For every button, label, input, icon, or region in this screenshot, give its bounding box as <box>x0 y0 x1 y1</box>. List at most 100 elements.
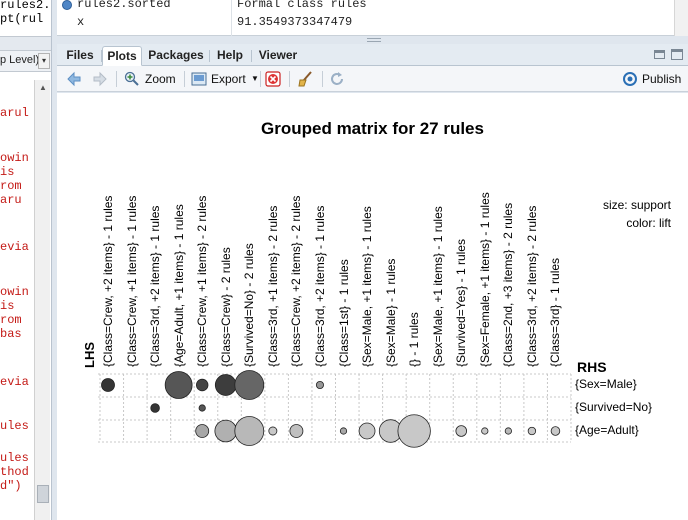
lhs-label: {Class=3rd, +2 items} - 1 rules <box>148 205 163 367</box>
rhs-label: {Sex=Male} <box>575 377 637 391</box>
rhs-label: {Age=Adult} <box>575 423 639 437</box>
lhs-label: {} - 1 rules <box>407 312 422 367</box>
console-line: rom <box>0 313 22 327</box>
zoom-label: Zoom <box>145 72 176 86</box>
env-name: x <box>77 15 85 29</box>
lhs-label: {Class=3rd, +2 items} - 1 rules <box>312 205 327 367</box>
env-value: 91.3549373347479 <box>237 15 353 29</box>
object-icon <box>62 0 72 10</box>
chevron-down-icon: ▼ <box>251 74 259 83</box>
minimize-pane-icon[interactable] <box>654 50 665 59</box>
tab-separator <box>251 50 252 62</box>
toolbar-separator <box>260 71 261 87</box>
lhs-label: {Sex=Female, +1 items} - 1 rules <box>477 192 492 367</box>
column-divider <box>231 0 232 36</box>
toolbar-separator <box>322 71 323 87</box>
lhs-label: {Sex=Male} - 1 rules <box>383 258 398 367</box>
zoom-icon <box>124 71 139 86</box>
toolbar-separator <box>116 71 117 87</box>
splitter-grip[interactable] <box>367 38 381 42</box>
tab-packages[interactable]: Packages <box>148 48 204 62</box>
legend-color: color: lift <box>626 216 671 230</box>
lhs-label: {Class=Crew, +2 items} - 1 rules <box>101 195 115 367</box>
console-line: evia <box>0 240 29 254</box>
scroll-thumb[interactable] <box>37 485 49 503</box>
environment-pane: rules2.sorted Formal class rules x 91.35… <box>57 0 688 36</box>
tab-files[interactable]: Files <box>66 48 94 62</box>
rule-bubble[interactable] <box>214 419 238 443</box>
console-scrollbar[interactable]: ▲ <box>34 80 50 520</box>
rhs-axis-title: RHS <box>577 359 607 375</box>
back-arrow-icon[interactable] <box>66 71 82 87</box>
rule-bubble[interactable] <box>289 424 304 438</box>
console-line: ules <box>0 419 29 433</box>
rule-bubble[interactable] <box>164 371 193 399</box>
rule-bubble[interactable] <box>268 426 278 436</box>
export-icon <box>191 72 207 86</box>
rule-bubble[interactable] <box>527 426 537 436</box>
rhs-label: {Survived=No} <box>575 400 653 414</box>
rule-bubble[interactable] <box>214 374 237 396</box>
bubbles <box>101 370 561 448</box>
rule-bubble[interactable] <box>339 427 348 435</box>
chart-title: Grouped matrix for 27 rules <box>261 119 484 138</box>
tab-separator <box>101 50 102 62</box>
rule-bubble[interactable] <box>455 425 468 437</box>
tab-plots[interactable]: Plots <box>102 46 142 66</box>
publish-label: Publish <box>642 72 682 86</box>
tab-separator <box>209 50 210 62</box>
environment-scrollbar[interactable] <box>674 0 688 36</box>
lhs-label: {Class=Crew, +1 items} - 1 rules <box>124 195 139 367</box>
console-line: arul <box>0 106 29 120</box>
rule-bubble[interactable] <box>550 426 561 436</box>
scope-bar: p Level) ▾ <box>0 50 51 72</box>
env-row[interactable]: rules2.sorted Formal class rules <box>57 0 688 15</box>
rule-bubble[interactable] <box>234 416 265 446</box>
maximize-pane-icon[interactable] <box>671 49 683 60</box>
rule-bubble[interactable] <box>481 427 489 435</box>
pane-splitter[interactable] <box>57 36 688 44</box>
refresh-icon[interactable] <box>329 71 345 87</box>
lhs-label: {Class=3rd} - 1 rules <box>548 257 563 367</box>
tab-bar: Files Plots Packages Help Viewer <box>57 44 688 66</box>
console-line: d") <box>0 479 22 493</box>
console-line: is <box>0 299 15 313</box>
rule-bubble[interactable] <box>101 378 115 392</box>
editor-line: pt(rul <box>0 12 44 26</box>
env-value: Formal class rules <box>237 0 367 11</box>
lhs-label: {Class=3rd, +2 items} - 2 rules <box>524 205 539 367</box>
rule-bubble[interactable] <box>504 427 512 435</box>
rule-bubble[interactable] <box>195 378 209 392</box>
rule-bubble[interactable] <box>150 403 160 413</box>
console-line: owin <box>0 285 29 299</box>
lhs-label: {Class=Crew, +2 items} - 2 rules <box>289 195 304 367</box>
tab-help[interactable]: Help <box>216 48 243 62</box>
toolbar-separator <box>184 71 185 87</box>
lhs-axis-title: LHS <box>82 342 97 368</box>
rule-bubble[interactable] <box>358 422 376 440</box>
scroll-up-icon[interactable]: ▲ <box>39 83 47 92</box>
rule-bubble[interactable] <box>315 380 324 390</box>
scope-label[interactable]: p Level) <box>0 54 40 66</box>
editor-snippet: rules2.sorted pt(rul <box>0 0 51 36</box>
env-name: rules2.sorted <box>77 0 171 11</box>
rule-bubble[interactable] <box>195 424 210 438</box>
console-output: arul owin is rom aru evia owin is rom ba… <box>0 73 36 520</box>
clear-all-icon[interactable] <box>297 70 315 88</box>
rule-bubble[interactable] <box>397 414 431 448</box>
editor-status-bar <box>0 36 51 50</box>
env-row[interactable]: x 91.3549373347479 <box>57 15 688 33</box>
lhs-label: {Class=1st} - 1 rules <box>336 259 351 367</box>
remove-plot-icon[interactable] <box>265 71 281 87</box>
console-line: owin <box>0 151 29 165</box>
console-line: rom <box>0 179 22 193</box>
lhs-label: {Class=Crew} - 2 rules <box>218 247 233 367</box>
chevron-down-icon[interactable]: ▾ <box>38 53 50 69</box>
console-line: ules <box>0 451 29 465</box>
tab-viewer[interactable]: Viewer <box>258 48 298 62</box>
rule-bubble[interactable] <box>198 404 206 412</box>
rule-bubble[interactable] <box>234 370 265 400</box>
editor-line: rules2.sorted <box>0 0 51 12</box>
forward-arrow-icon[interactable] <box>92 71 108 87</box>
